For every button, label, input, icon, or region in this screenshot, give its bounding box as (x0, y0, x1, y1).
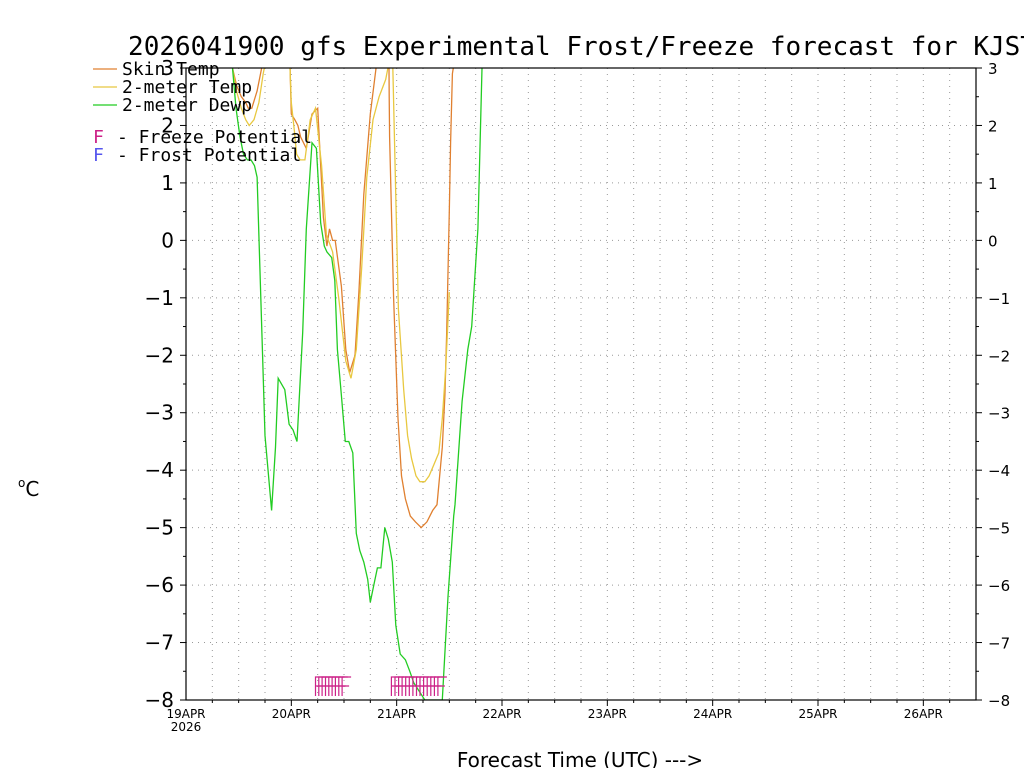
x-tick-label: 19APR (166, 707, 205, 721)
legend-symbol: F (93, 127, 104, 148)
y-tick-label: −4 (145, 458, 174, 482)
freeze-marker (437, 676, 447, 697)
x-axis-label: Forecast Time (UTC) ---> (457, 748, 703, 768)
y-tick-label: 0 (161, 228, 174, 252)
y-tick-label-right: −5 (988, 520, 1010, 538)
y-axis-left: −8 −7 −6 −5 −4 −3 −2 −1 0 1 2 3 (145, 56, 186, 712)
y-tick-label: 2 (161, 113, 174, 137)
series-2-meter-dewp (231, 68, 483, 700)
y-tick-label: −5 (145, 516, 174, 540)
y-tick-label-right: −8 (988, 692, 1010, 710)
y-tick-label-right: 3 (988, 60, 998, 78)
series-2-meter-temp (231, 68, 450, 483)
y-tick-label: −7 (145, 631, 174, 655)
y-tick-label-right: −2 (988, 347, 1010, 365)
y-tick-label: −2 (145, 343, 174, 367)
y-tick-label-right: −4 (988, 462, 1010, 480)
y-axis-right: −8 −7 −6 −5 −4 −3 −2 −1 0 1 2 3 (976, 60, 1010, 710)
chart-title: 2026041900 gfs Experimental Frost/Freeze… (128, 32, 1024, 62)
x-tick-label: 21APR (377, 707, 416, 721)
y-tick-label: −3 (145, 401, 174, 425)
y-tick-label-right: −7 (988, 635, 1010, 653)
grid (186, 68, 976, 700)
plot-frame (185, 67, 977, 701)
x-tick-label: 23APR (588, 707, 627, 721)
y-axis-unit: oC (18, 476, 39, 501)
legend-symbol: F (93, 145, 104, 166)
x-tick-label: 24APR (693, 707, 732, 721)
x-tick-label: 22APR (482, 707, 521, 721)
legend-label: 2-meter Temp (122, 77, 252, 98)
y-tick-label-right: 0 (988, 232, 998, 250)
freeze-marker (341, 676, 352, 697)
y-tick-label-right: 1 (988, 175, 998, 193)
legend-label: 2-meter Dewp (122, 95, 252, 116)
y-tick-label: 3 (161, 56, 174, 80)
series-layer (231, 68, 483, 700)
x-tick-label: 20APR (272, 707, 311, 721)
y-tick-label: 1 (161, 171, 174, 195)
y-tick-label-right: −3 (988, 405, 1010, 423)
legend-label: Skin Temp (122, 59, 220, 80)
y-tick-label: −6 (145, 573, 174, 597)
x-tick-sublabel: 2026 (171, 720, 202, 734)
legend-label: - Freeze Potential (117, 127, 312, 148)
x-tick-label: 26APR (904, 707, 943, 721)
y-tick-label: −8 (145, 688, 174, 712)
y-tick-label: −1 (145, 286, 174, 310)
y-tick-label-right: 2 (988, 117, 998, 135)
freeze-markers (314, 676, 447, 697)
y-tick-label-right: −1 (988, 290, 1010, 308)
y-tick-label-right: −6 (988, 577, 1010, 595)
x-tick-label: 25APR (798, 707, 837, 721)
legend-label: - Frost Potential (117, 145, 301, 166)
